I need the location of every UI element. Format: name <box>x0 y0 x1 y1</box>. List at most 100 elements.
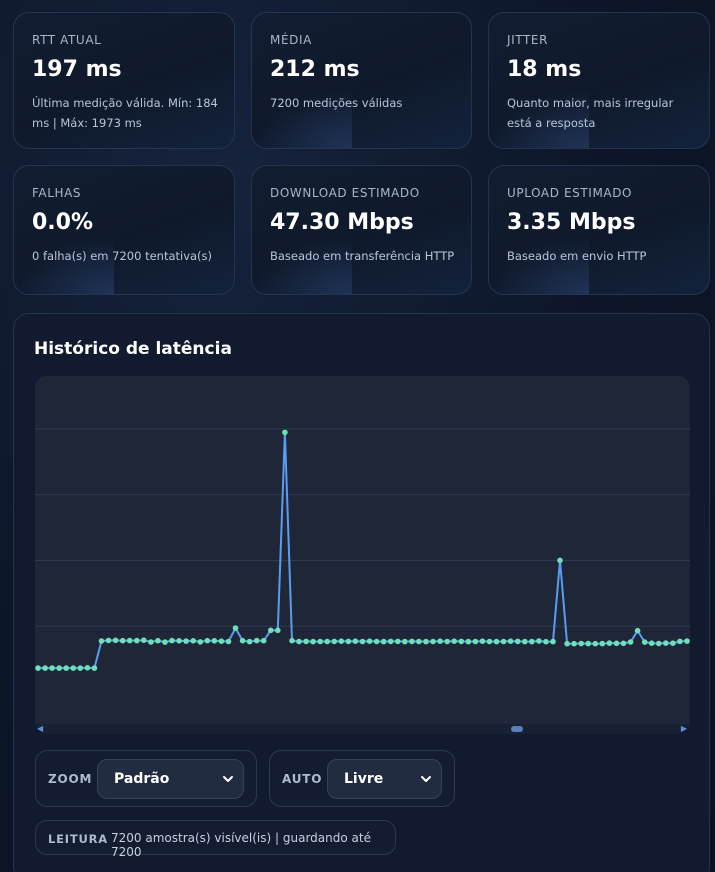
latency-point[interactable] <box>663 640 669 646</box>
latency-point[interactable] <box>352 638 359 644</box>
scrollbar-thumb[interactable] <box>511 726 523 732</box>
latency-point[interactable] <box>275 627 281 634</box>
latency-point[interactable] <box>63 665 69 671</box>
scroll-right-icon[interactable]: ▶ <box>680 724 687 733</box>
latency-point[interactable] <box>677 638 683 645</box>
latency-point[interactable] <box>42 665 48 671</box>
latency-point[interactable] <box>105 637 112 644</box>
latency-point[interactable] <box>684 638 690 644</box>
latency-point[interactable] <box>289 637 295 644</box>
latency-point[interactable] <box>500 638 507 645</box>
latency-point[interactable] <box>77 665 84 671</box>
latency-point[interactable] <box>458 638 465 645</box>
latency-point[interactable] <box>91 665 98 671</box>
latency-point[interactable] <box>656 640 662 647</box>
latency-point[interactable] <box>366 638 373 644</box>
latency-point[interactable] <box>317 638 324 645</box>
scroll-left-icon[interactable]: ◀ <box>37 724 44 733</box>
latency-point[interactable] <box>183 638 189 644</box>
latency-point[interactable] <box>303 638 309 645</box>
latency-point[interactable] <box>112 637 119 644</box>
latency-point[interactable] <box>557 557 563 564</box>
latency-point[interactable] <box>225 638 232 645</box>
latency-point[interactable] <box>444 638 451 645</box>
latency-point[interactable] <box>536 638 542 644</box>
latency-point[interactable] <box>49 665 55 671</box>
latency-point[interactable] <box>218 638 225 644</box>
latency-point[interactable] <box>246 638 253 645</box>
latency-point[interactable] <box>169 637 175 644</box>
latency-point[interactable] <box>493 638 500 645</box>
latency-point[interactable] <box>550 638 556 645</box>
latency-point[interactable] <box>620 640 627 647</box>
latency-point[interactable] <box>409 638 415 645</box>
latency-point[interactable] <box>670 640 676 646</box>
latency-point[interactable] <box>465 638 472 645</box>
latency-point[interactable] <box>134 637 140 644</box>
latency-point[interactable] <box>585 640 591 647</box>
latency-point[interactable] <box>211 638 218 644</box>
latency-point[interactable] <box>437 638 443 644</box>
latency-point[interactable] <box>70 665 77 671</box>
latency-point[interactable] <box>176 638 182 644</box>
latency-point[interactable] <box>204 637 211 644</box>
latency-point[interactable] <box>197 639 204 645</box>
latency-point[interactable] <box>232 625 239 631</box>
latency-point[interactable] <box>423 638 429 645</box>
latency-point[interactable] <box>98 638 105 644</box>
latency-point[interactable] <box>416 638 422 645</box>
chart-scrollbar[interactable]: ◀ ▶ <box>35 724 690 734</box>
latency-point[interactable] <box>162 639 168 645</box>
latency-point[interactable] <box>514 638 521 645</box>
latency-point[interactable] <box>472 638 479 645</box>
latency-chart[interactable]: ◀ ▶ <box>35 376 690 734</box>
latency-point[interactable] <box>373 638 380 645</box>
latency-point[interactable] <box>451 638 458 644</box>
latency-point[interactable] <box>578 640 584 647</box>
latency-point[interactable] <box>239 637 246 644</box>
latency-point[interactable] <box>564 640 570 647</box>
latency-point[interactable] <box>345 638 352 645</box>
latency-point[interactable] <box>268 627 274 634</box>
latency-point[interactable] <box>141 637 147 643</box>
latency-point[interactable] <box>126 637 133 644</box>
latency-point[interactable] <box>282 429 288 436</box>
latency-point[interactable] <box>296 638 302 645</box>
latency-point[interactable] <box>324 638 331 645</box>
latency-point[interactable] <box>359 638 366 645</box>
latency-point[interactable] <box>148 639 154 645</box>
latency-point[interactable] <box>253 637 260 644</box>
latency-point[interactable] <box>331 638 338 645</box>
latency-point[interactable] <box>430 638 436 645</box>
latency-point[interactable] <box>529 638 535 645</box>
latency-point[interactable] <box>190 638 196 644</box>
latency-point[interactable] <box>641 639 648 645</box>
latency-point[interactable] <box>486 638 493 645</box>
latency-point[interactable] <box>613 640 620 647</box>
latency-point[interactable] <box>592 640 599 647</box>
latency-point[interactable] <box>648 640 655 646</box>
latency-point[interactable] <box>84 665 91 671</box>
latency-point[interactable] <box>338 638 345 644</box>
latency-point[interactable] <box>507 638 514 644</box>
auto-select[interactable]: Livre <box>327 759 442 799</box>
latency-point[interactable] <box>380 638 387 645</box>
zoom-select[interactable]: Padrão <box>97 759 244 799</box>
latency-point[interactable] <box>56 665 62 671</box>
latency-point[interactable] <box>35 665 41 671</box>
latency-point[interactable] <box>571 640 577 647</box>
latency-point[interactable] <box>543 638 549 645</box>
latency-point[interactable] <box>479 638 486 644</box>
latency-point[interactable] <box>402 638 408 645</box>
latency-point[interactable] <box>310 638 316 645</box>
latency-point[interactable] <box>627 639 634 645</box>
latency-point[interactable] <box>634 627 641 634</box>
latency-point[interactable] <box>599 640 606 647</box>
latency-point[interactable] <box>522 638 528 645</box>
latency-point[interactable] <box>260 637 267 644</box>
latency-point[interactable] <box>119 637 126 644</box>
latency-point[interactable] <box>606 640 613 646</box>
latency-point[interactable] <box>387 638 394 645</box>
latency-point[interactable] <box>155 637 161 644</box>
latency-point[interactable] <box>395 638 401 645</box>
